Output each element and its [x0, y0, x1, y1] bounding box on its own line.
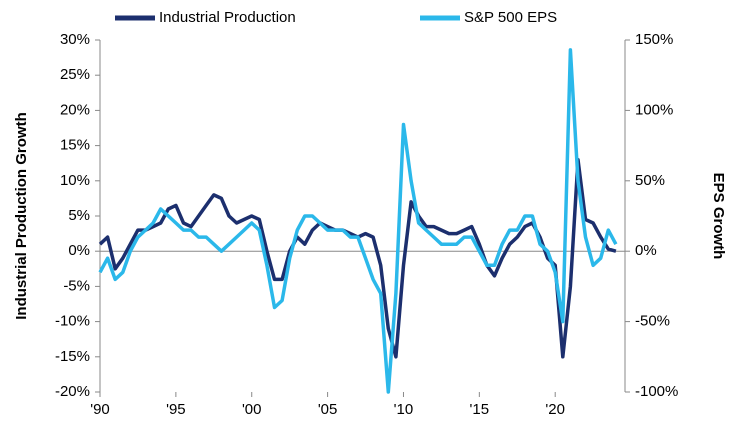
y-tick-label: 20%: [60, 101, 90, 118]
x-tick-label: '95: [166, 401, 186, 418]
y2-tick-label: -100%: [635, 383, 678, 400]
y2-tick-label: 0%: [635, 242, 657, 259]
y2-tick-label: 50%: [635, 172, 665, 189]
y-tick-label: 15%: [60, 137, 90, 154]
y-tick-label: -10%: [55, 313, 90, 330]
y-axis-title: Industrial Production Growth: [13, 112, 30, 320]
series-line: [98, 48, 618, 394]
y-tick-label: -20%: [55, 383, 90, 400]
x-tick-label: '10: [394, 401, 414, 418]
y-tick-label: 5%: [68, 207, 90, 224]
y-tick-label: -5%: [63, 277, 90, 294]
y-tick-label: 30%: [60, 31, 90, 48]
y-tick-label: 25%: [60, 66, 90, 83]
x-tick-label: '00: [242, 401, 262, 418]
y-tick-label: 10%: [60, 172, 90, 189]
y2-tick-label: 150%: [635, 31, 673, 48]
x-tick-label: '05: [318, 401, 338, 418]
y-tick-label: -15%: [55, 348, 90, 365]
x-tick-label: '15: [470, 401, 490, 418]
legend-label: S&P 500 EPS: [464, 9, 557, 26]
x-tick-label: '20: [545, 401, 565, 418]
legend-label: Industrial Production: [159, 9, 296, 26]
series-line: [98, 157, 617, 359]
x-tick-label: '90: [90, 401, 110, 418]
y-tick-label: 0%: [68, 242, 90, 259]
y2-axis-title: EPS Growth: [710, 173, 727, 260]
y2-tick-label: 100%: [635, 101, 673, 118]
y2-tick-label: -50%: [635, 313, 670, 330]
